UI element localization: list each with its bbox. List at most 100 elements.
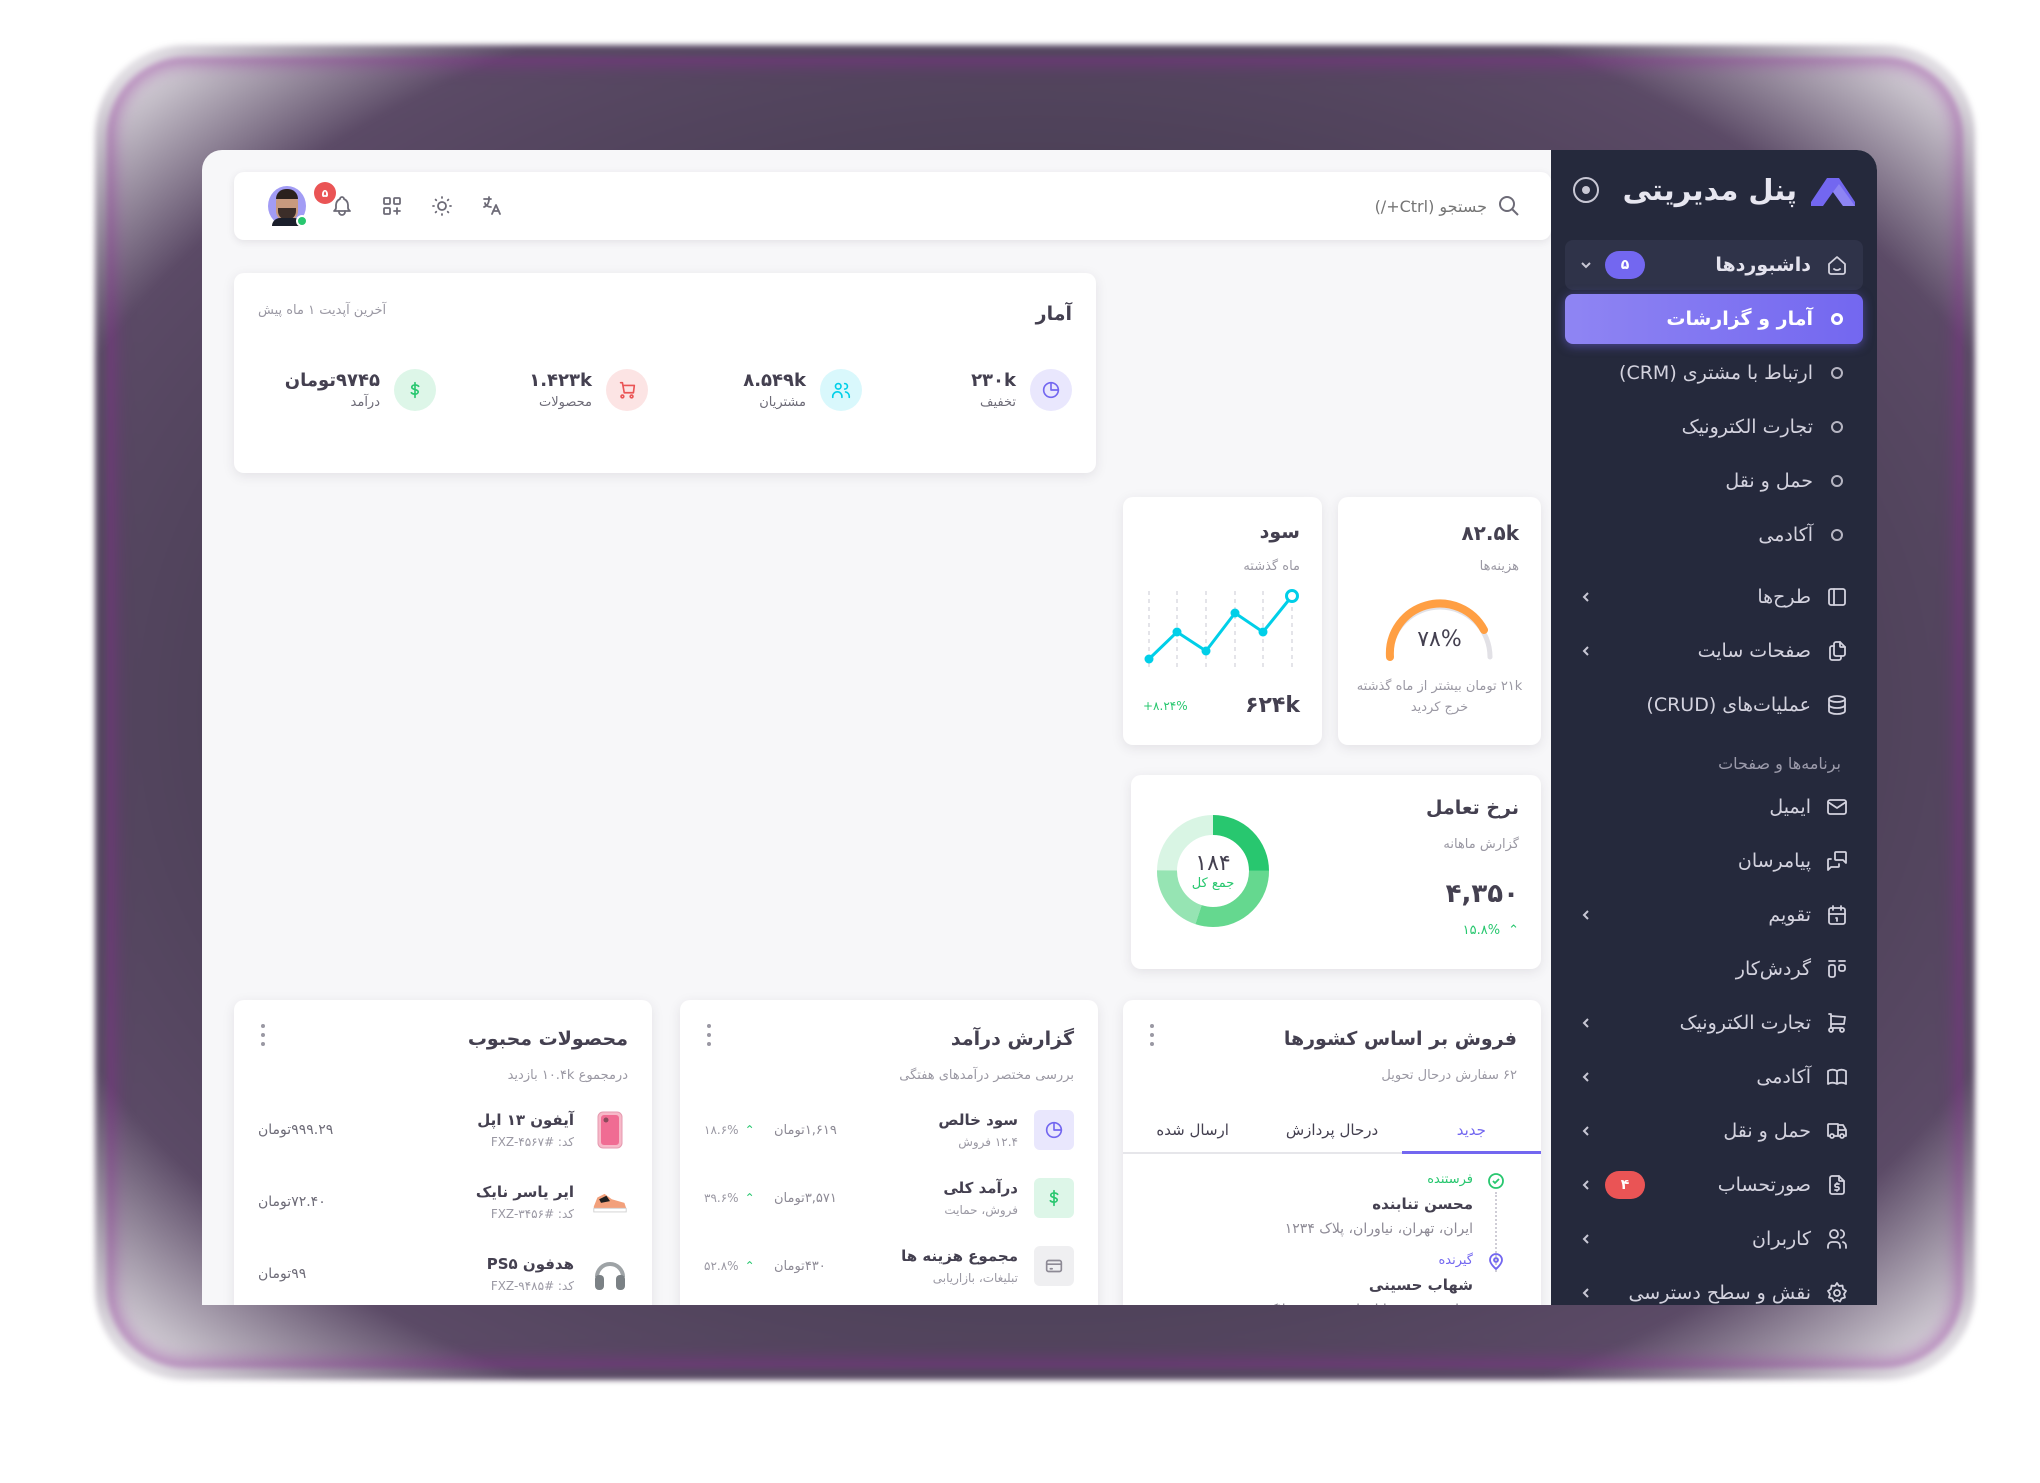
sidebar-item-email[interactable]: ایمیل xyxy=(1565,782,1863,832)
stat-customers: ۸.۵۴۹k مشتریان xyxy=(743,369,862,411)
shipment-timeline: فرستنده محسن تنابنده ایران، تهران، نیاور… xyxy=(1143,1172,1505,1305)
tab-shipped[interactable]: ارسال شده xyxy=(1156,1121,1229,1139)
chevron-up-icon: ⌃ xyxy=(744,1123,755,1137)
theme-toggle-button[interactable] xyxy=(428,192,456,220)
top-navbar: ۵ xyxy=(234,172,1551,240)
sun-icon xyxy=(432,196,452,216)
sidebar-item-logistics[interactable]: حمل و نقل xyxy=(1565,1106,1863,1156)
sidebar-item-ecommerce-dashboard[interactable]: تجارت الکترونیک xyxy=(1565,402,1863,452)
income-report-card: گزارش درآمد بررسی مختصر درآمدهای هفتگی س… xyxy=(680,1000,1098,1305)
search-bar[interactable] xyxy=(1347,172,1521,240)
product-row[interactable]: هدفون PS۵ کد: #FXZ-۹۴۸۵ ۹۹تومان xyxy=(258,1244,628,1304)
stat-value: ۸.۵۴۹k xyxy=(743,370,806,391)
income-amount: ۱,۶۱۹تومان xyxy=(774,1122,837,1138)
sidebar-item-users[interactable]: کاربران xyxy=(1565,1214,1863,1264)
more-options-icon[interactable] xyxy=(1149,1024,1155,1046)
brand-header: پنل مدیریتی xyxy=(1551,150,1877,230)
home-icon xyxy=(1825,253,1849,277)
chevron-left-icon xyxy=(1579,644,1593,658)
income-sub: فروش، حمایت xyxy=(944,1203,1018,1217)
notifications-button[interactable]: ۵ xyxy=(314,182,356,220)
pie-chart-icon xyxy=(1034,1110,1074,1150)
sidebar-item-layouts[interactable]: طرح‌ها xyxy=(1565,572,1863,622)
card-title: محصولات محبوب xyxy=(467,1028,628,1050)
brand-title: پنل مدیریتی xyxy=(1622,173,1797,207)
sidebar-collapse-toggle[interactable] xyxy=(1573,177,1599,203)
income-percent: ۳۹.۶% ⌃ xyxy=(704,1191,755,1205)
card-title: نرخ تعامل xyxy=(1426,797,1519,819)
chevron-up-icon: ⌃ xyxy=(1508,923,1519,938)
order-status-tabs: جدید درحال پردازش ارسال شده xyxy=(1123,1110,1541,1154)
timeline-sender: فرستنده محسن تنابنده ایران، تهران، نیاور… xyxy=(1143,1172,1505,1272)
stat-label: محصولات xyxy=(539,395,592,410)
sidebar-item-invoice[interactable]: صورتحساب ۴ xyxy=(1565,1160,1863,1210)
stat-discount: ۲۳۰k تخفیف xyxy=(971,369,1072,411)
statistics-card: آمار آخرین آپدیت ۱ ماه پیش ۲۳۰k تخفیف ۸.… xyxy=(234,273,1096,473)
income-name: درآمد کلی xyxy=(943,1179,1018,1197)
pie-chart-icon xyxy=(1030,369,1072,411)
users-icon xyxy=(1825,1227,1849,1251)
product-price: ۷۲.۴۰تومان xyxy=(258,1194,326,1210)
income-sub: ۱۲.۴ فروش xyxy=(958,1135,1018,1149)
income-row: مجموع هزینه ها تبلیغات، بازاریابی ۴۳۰توم… xyxy=(704,1238,1074,1294)
sender-name: محسن تنابنده xyxy=(1372,1195,1473,1213)
sidebar-item-pages[interactable]: صفحات سایت xyxy=(1565,626,1863,676)
chevron-left-icon xyxy=(1579,1016,1593,1030)
sidebar-item-calendar[interactable]: تقویم xyxy=(1565,890,1863,940)
stat-label: تخفیف xyxy=(980,395,1016,410)
sidebar-item-roles-permissions[interactable]: نقش و سطح دسترسی xyxy=(1565,1268,1863,1305)
card-subtitle: هزینه‌ها xyxy=(1479,559,1519,574)
stat-revenue: ۹۷۴۵تومان درآمد xyxy=(285,369,436,411)
shortcuts-button[interactable] xyxy=(378,192,406,220)
check-circle-icon xyxy=(1488,1173,1504,1189)
truck-icon xyxy=(1825,1119,1849,1143)
sidebar: پنل مدیریتی داشبوردها ۵ آمار و گزارشات ا… xyxy=(1551,150,1877,1305)
language-button[interactable] xyxy=(478,192,506,220)
product-row[interactable]: ایر یاسر نایک کد: #FXZ-۳۴۵۶ ۷۲.۴۰تومان xyxy=(258,1172,628,1232)
tab-processing[interactable]: درحال پردازش xyxy=(1285,1121,1379,1139)
sidebar-item-academy-dashboard[interactable]: آکادمی xyxy=(1565,510,1863,560)
income-amount: ۳,۵۷۱تومان xyxy=(774,1190,837,1206)
stat-value: ۲۳۰k xyxy=(971,370,1016,391)
user-avatar[interactable] xyxy=(268,186,308,227)
profit-delta: +۸.۲۴% xyxy=(1143,699,1188,713)
stat-value: ۹۷۴۵تومان xyxy=(284,370,380,391)
income-row: درآمد کلی فروش، حمایت ۳,۵۷۱تومان ۳۹.۶% ⌃ xyxy=(704,1170,1074,1226)
expenses-note: ۲۱k تومان بیشتر از ماه گذشته خرج کردید xyxy=(1356,679,1523,715)
sidebar-item-crm[interactable]: ارتباط با مشتری (CRM) xyxy=(1565,348,1863,398)
sidebar-item-chat[interactable]: پیامرسان xyxy=(1565,836,1863,886)
expenses-gauge-chart xyxy=(1385,599,1493,661)
invoice-icon xyxy=(1825,1173,1849,1197)
sidebar-item-dashboards[interactable]: داشبوردها ۵ xyxy=(1565,240,1863,290)
card-subtitle: بررسی مختصر درآمدهای هفتگی xyxy=(899,1068,1074,1083)
more-options-icon[interactable] xyxy=(706,1024,712,1046)
engagement-delta: ⌃ ۱۵.۸% xyxy=(1462,923,1519,938)
card-title: سود xyxy=(1259,521,1300,543)
sidebar-item-ecommerce[interactable]: تجارت الکترونیک xyxy=(1565,998,1863,1048)
last-updated-text: آخرین آپدیت ۱ ماه پیش xyxy=(258,303,387,318)
sidebar-item-crud[interactable]: عملیات‌های (CRUD) xyxy=(1565,680,1863,730)
sidebar-item-kanban[interactable]: گردش‌کار xyxy=(1565,944,1863,994)
product-row[interactable]: آیفون ۱۳ اپل کد: #FXZ-۴۵۶۷ ۹۹۹.۲۹تومان xyxy=(258,1100,628,1160)
tab-new[interactable]: جدید xyxy=(1401,1110,1541,1154)
sidebar-item-logistics-dashboard[interactable]: حمل و نقل xyxy=(1565,456,1863,506)
sidebar-item-label: داشبوردها xyxy=(1715,254,1811,276)
dollar-icon xyxy=(394,369,436,411)
chat-icon xyxy=(1825,849,1849,873)
card-subtitle: ماه گذشته xyxy=(1243,559,1300,574)
sidebar-item-analytics[interactable]: آمار و گزارشات xyxy=(1565,294,1863,344)
calendar-icon xyxy=(1825,903,1849,927)
more-options-icon[interactable] xyxy=(260,1024,266,1046)
credit-card-icon xyxy=(1034,1246,1074,1286)
sidebar-section-apps: برنامه‌ها و صفحات xyxy=(1718,753,1841,773)
donut-center-label: ۱۸۴ جمع کل xyxy=(1191,851,1235,891)
income-percent: ۱۸.۶% ⌃ xyxy=(704,1123,755,1137)
income-amount: ۴۳۰تومان xyxy=(774,1258,826,1274)
settings-icon xyxy=(1825,1281,1849,1305)
sidebar-item-academy[interactable]: آکادمی xyxy=(1565,1052,1863,1102)
profit-line-chart xyxy=(1144,589,1299,667)
search-input[interactable] xyxy=(1347,196,1487,216)
bullet-icon xyxy=(1831,529,1843,541)
product-code: کد: #FXZ-۴۵۶۷ xyxy=(490,1135,574,1149)
profit-card: سود ماه گذشته ۶۲۴k +۸.۲۴% xyxy=(1123,497,1322,745)
